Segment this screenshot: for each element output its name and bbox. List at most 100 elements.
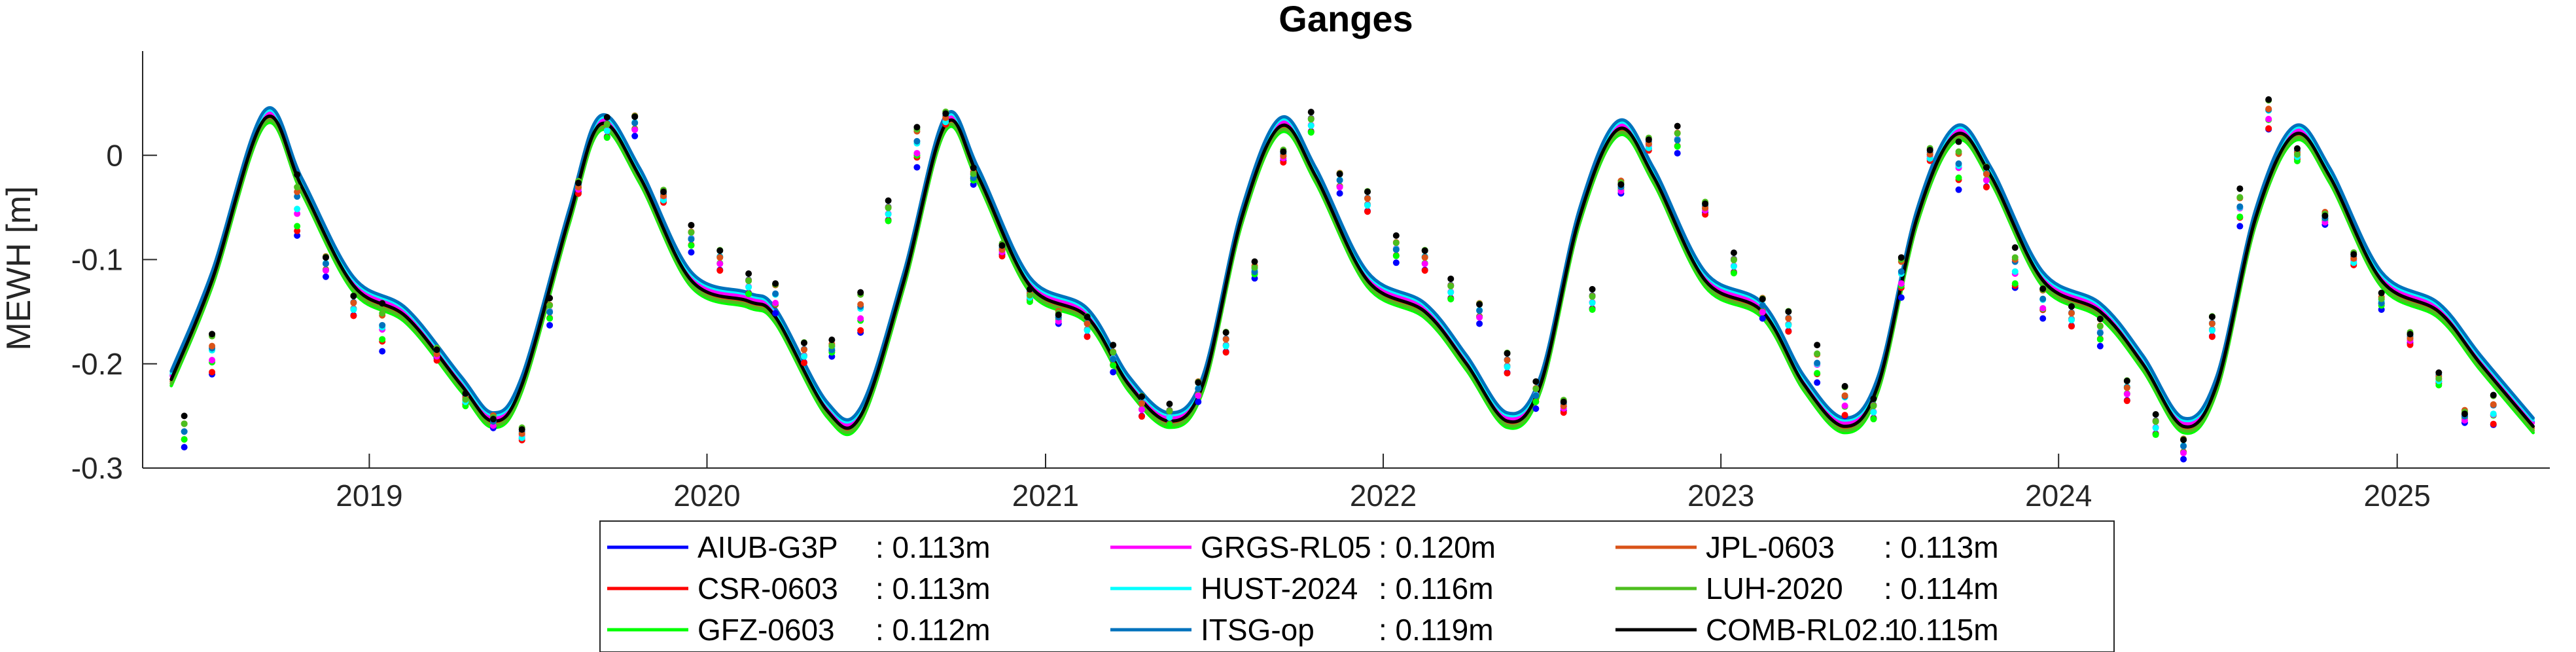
data-point	[772, 310, 779, 317]
data-point	[1785, 315, 1792, 322]
data-point	[294, 223, 301, 230]
data-point	[2039, 304, 2047, 312]
data-point	[2096, 336, 2104, 343]
legend-label-luh-2020: LUH-2020	[1706, 571, 1843, 606]
data-point	[1336, 177, 1343, 184]
data-point	[1983, 164, 1990, 171]
data-point	[1084, 333, 1091, 340]
data-point	[1392, 246, 1400, 253]
data-point	[2180, 437, 2187, 444]
data-point	[294, 171, 301, 178]
data-point	[2490, 420, 2497, 427]
data-point	[1841, 402, 1848, 409]
data-point	[489, 416, 497, 423]
data-point	[1702, 200, 1709, 208]
data-point	[2294, 151, 2301, 158]
data-point	[350, 306, 357, 313]
data-point	[1841, 392, 1848, 399]
data-point	[800, 346, 807, 353]
data-point	[772, 280, 779, 287]
data-point	[1138, 413, 1146, 420]
data-point	[1983, 177, 1990, 184]
data-point	[1897, 268, 1905, 275]
data-point	[1617, 181, 1625, 188]
data-point	[1447, 289, 1455, 296]
data-point	[2123, 378, 2130, 385]
data-point	[1251, 264, 1258, 271]
data-point	[603, 134, 610, 141]
data-point	[1983, 170, 1990, 177]
data-point	[913, 124, 921, 131]
legend-label-aiub-g3p: AIUB-G3P	[697, 530, 838, 564]
data-point	[998, 242, 1006, 249]
data-point	[1785, 328, 1792, 335]
legend: AIUB-G3P: 0.113m CSR-0603: 0.113m GFZ-0603…	[599, 520, 2115, 652]
data-point	[1421, 267, 1428, 274]
data-point	[546, 308, 554, 316]
data-point	[546, 321, 554, 329]
data-point	[1084, 320, 1091, 327]
data-point	[2265, 96, 2272, 103]
data-point	[1814, 359, 1821, 367]
data-point	[745, 291, 752, 298]
data-point	[1307, 116, 1314, 123]
data-point	[1532, 378, 1540, 385]
data-point	[2265, 105, 2272, 113]
data-point	[2236, 223, 2244, 230]
data-point	[745, 283, 752, 291]
data-point	[2265, 125, 2272, 132]
y-tick-label: -0.1	[71, 243, 123, 277]
data-point	[913, 150, 921, 157]
data-point	[1251, 258, 1258, 265]
data-point	[1730, 249, 1737, 257]
legend-rms-itsg-op: : 0.119m	[1379, 613, 1494, 647]
legend-items: AIUB-G3P: 0.113m CSR-0603: 0.113m GFZ-0603…	[607, 530, 1999, 647]
data-point	[1814, 370, 1821, 377]
data-point	[2068, 303, 2075, 310]
data-point	[2461, 410, 2468, 418]
data-point	[433, 346, 440, 353]
data-point	[294, 183, 301, 190]
data-point	[2435, 369, 2443, 376]
data-point	[716, 254, 724, 261]
data-point	[688, 242, 695, 249]
data-point	[294, 232, 301, 239]
data-point	[294, 206, 301, 213]
data-point	[1336, 170, 1343, 177]
data-point	[772, 290, 779, 297]
legend-label-itsg-op: ITSG-op	[1201, 613, 1314, 647]
y-ticks: -0.3 -0.2 -0.1 0	[71, 138, 157, 485]
data-point	[2407, 331, 2414, 338]
data-point	[1759, 308, 1766, 316]
data-point	[1476, 300, 1483, 308]
data-point	[1841, 382, 1848, 389]
data-point	[1280, 148, 1287, 155]
data-point	[1222, 342, 1229, 350]
data-point	[1364, 188, 1371, 195]
data-point	[2208, 320, 2215, 327]
x-tick-label: 2022	[1350, 479, 1417, 513]
data-point	[660, 188, 667, 195]
data-point	[1589, 299, 1596, 306]
data-point	[913, 137, 921, 145]
data-point	[1926, 147, 1933, 154]
data-point	[1897, 294, 1905, 301]
plot-area	[169, 96, 2535, 463]
data-point	[2068, 316, 2075, 323]
data-point	[1532, 385, 1540, 392]
data-point	[1955, 138, 1962, 145]
data-point	[1195, 379, 1202, 386]
data-point	[1504, 350, 1511, 357]
x-tick-label: 2020	[673, 479, 740, 513]
legend-rms-csr-0603: : 0.113m	[875, 571, 991, 606]
data-point	[379, 300, 386, 307]
data-point	[1138, 406, 1146, 413]
data-point	[745, 278, 752, 285]
data-point	[1392, 240, 1400, 247]
data-point	[1674, 143, 1681, 150]
data-point	[2236, 185, 2244, 192]
y-tick-label: -0.2	[71, 347, 123, 381]
data-point	[350, 312, 357, 319]
data-point	[350, 299, 357, 306]
data-point	[1532, 398, 1540, 405]
